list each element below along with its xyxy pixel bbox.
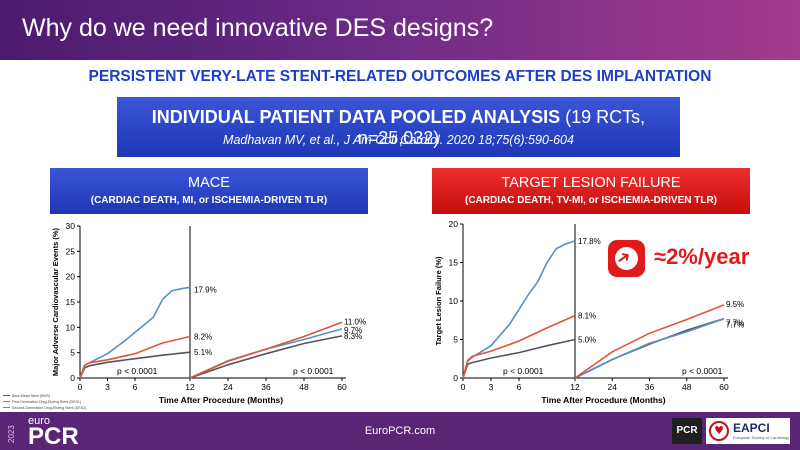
y-tick-label: 10 — [66, 322, 76, 332]
series-line-1-late — [189, 335, 343, 379]
x-tick-label: 36 — [261, 382, 271, 392]
tlf-header-box: TARGET LESION FAILURE (CARDIAC DEATH, TV… — [432, 168, 750, 214]
y-tick-label: 0 — [453, 373, 458, 383]
x-tick-label: 3 — [489, 382, 494, 392]
data-label-late-2: 9.7% — [344, 326, 362, 335]
ipd-citation: Madhavan MV, et al., J Am Coll Cardiol. … — [223, 133, 574, 147]
series-line-3-early — [462, 314, 576, 379]
y-tick-label: 0 — [70, 373, 75, 383]
footer-brand-top: euro — [28, 415, 51, 427]
x-tick-label: 12 — [570, 382, 580, 392]
y-tick-label: 5 — [453, 335, 458, 345]
data-label-early-3: 8.2% — [194, 332, 212, 341]
x-tick-label: 0 — [78, 382, 83, 392]
data-label-late-1: 8.3% — [344, 332, 362, 341]
data-label-late-3: 9.5% — [726, 300, 744, 309]
legend-entry: Bare-Metal Stent (BMS) — [12, 394, 50, 398]
trend-badge-circle: ➜ — [612, 245, 638, 271]
ipd-title: INDIVIDUAL PATIENT DATA POOLED ANALYSIS … — [117, 107, 680, 149]
y-tick-label: 20 — [449, 219, 459, 229]
series-line-3-early — [79, 335, 191, 379]
legend-entry: First-Generation Drug-Eluting Stent (DES… — [12, 400, 81, 404]
ipd-analysis-box: INDIVIDUAL PATIENT DATA POOLED ANALYSIS … — [117, 97, 680, 157]
p-value-label: p < 0.0001 — [117, 366, 158, 376]
x-tick-label: 36 — [645, 382, 655, 392]
header-bar: Why do we need innovative DES designs? — [0, 0, 800, 60]
p-value-label: p < 0.0001 — [293, 366, 334, 376]
heart-icon: ♥ — [709, 421, 729, 441]
series-line-2-early — [462, 240, 576, 379]
tlf-subtitle: (CARDIAC DEATH, TV-MI, or ISCHEMIA-DRIVE… — [464, 195, 718, 206]
x-tick-label: 60 — [337, 382, 347, 392]
x-tick-label: 48 — [682, 382, 692, 392]
data-label-early-2: 17.8% — [578, 237, 601, 246]
x-tick-label: 48 — [299, 382, 309, 392]
data-label-late-2: 7.7% — [726, 321, 744, 330]
y-tick-label: 20 — [66, 272, 76, 282]
eapci-sublabel: European Society of Cardiology — [733, 435, 790, 440]
ipd-title-bold: INDIVIDUAL PATIENT DATA POOLED ANALYSIS — [151, 107, 561, 127]
footer-bar: 2023 euro PCR EuroPCR.com PCR ♥ EAPCI Eu… — [0, 412, 800, 450]
data-label-early-3: 8.1% — [578, 312, 596, 321]
y-tick-label: 25 — [66, 246, 76, 256]
y-axis-label: Target Lesion Failure (%) — [434, 256, 443, 346]
annual-rate-callout: ≈2%/year — [654, 244, 750, 269]
mace-title: MACE — [188, 175, 230, 191]
p-value-label: p < 0.0001 — [682, 366, 723, 376]
footer-brand: PCR — [28, 423, 79, 450]
data-label-early-2: 17.9% — [194, 285, 217, 294]
series-line-3-late — [574, 304, 725, 379]
x-axis-label: Time After Procedure (Months) — [159, 395, 283, 405]
y-tick-label: 10 — [449, 296, 459, 306]
x-tick-label: 60 — [719, 382, 729, 392]
pcr-logo: PCR — [672, 418, 702, 444]
y-tick-label: 15 — [66, 297, 76, 307]
page-title: Why do we need innovative DES designs? — [22, 14, 494, 42]
data-label-late-1: 7.7% — [726, 319, 744, 328]
x-tick-label: 12 — [185, 382, 195, 392]
series-line-2-late — [574, 317, 725, 379]
x-tick-label: 24 — [608, 382, 618, 392]
eapci-logo: ♥ EAPCI European Society of Cardiology — [706, 418, 790, 444]
x-tick-label: 24 — [223, 382, 233, 392]
series-line-3-late — [189, 321, 343, 379]
ipd-title-rest: (19 RCTs, n=25,032) — [357, 107, 646, 148]
p-value-label: p < 0.0001 — [503, 366, 544, 376]
x-tick-label: 3 — [105, 382, 110, 392]
mace-subtitle: (CARDIAC DEATH, MI, or ISCHEMIA-DRIVEN T… — [90, 195, 328, 206]
x-tick-label: 0 — [461, 382, 466, 392]
arrow-up-right-icon: ➜ — [612, 245, 636, 271]
y-tick-label: 5 — [70, 348, 75, 358]
x-tick-label: 6 — [133, 382, 138, 392]
eapci-label: EAPCI — [733, 421, 770, 435]
y-tick-label: 15 — [449, 258, 459, 268]
data-label-early-1: 5.1% — [194, 348, 212, 357]
data-label-late-3: 11.0% — [344, 317, 366, 326]
mace-header-box: MACE (CARDIAC DEATH, MI, or ISCHEMIA-DRI… — [50, 168, 368, 214]
x-axis-label: Time After Procedure (Months) — [541, 395, 665, 405]
series-line-1-early — [462, 338, 576, 379]
tlf-title: TARGET LESION FAILURE — [501, 175, 681, 191]
data-label-early-1: 5.0% — [578, 336, 596, 345]
trend-badge: ➜ — [608, 240, 645, 277]
legend-entry: Second-Generation Drug-Eluting Stent (DE… — [12, 406, 86, 410]
footer-url[interactable]: EuroPCR.com — [364, 425, 436, 437]
slide-subtitle: PERSISTENT VERY-LATE STENT-RELATED OUTCO… — [88, 68, 712, 85]
y-axis-label: Major Adverse Cardiovascular Events (%) — [51, 227, 60, 376]
x-tick-label: 6 — [517, 382, 522, 392]
series-line-1-early — [79, 351, 191, 379]
y-tick-label: 30 — [66, 221, 76, 231]
